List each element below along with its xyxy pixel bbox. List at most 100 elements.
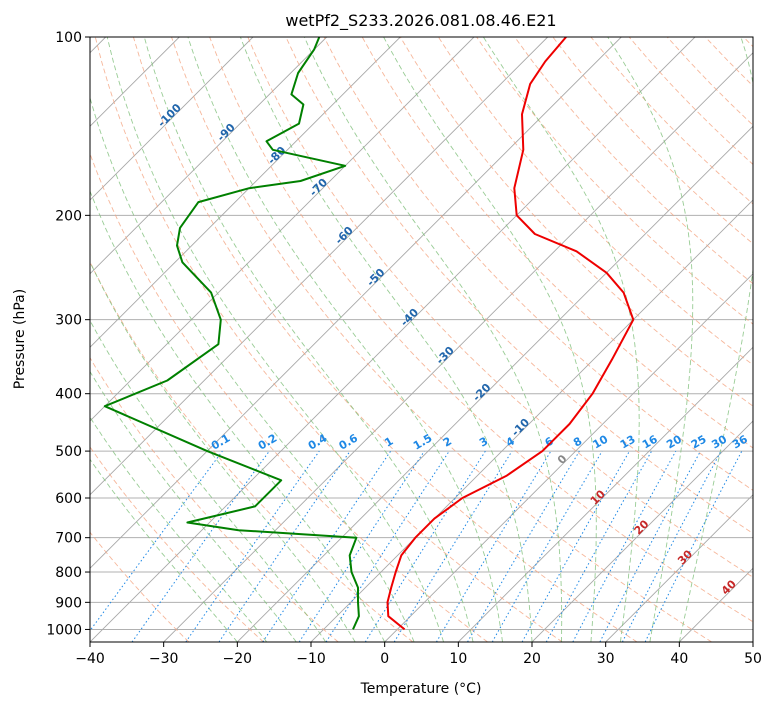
dry-adiabat-line — [90, 356, 339, 642]
mixing-ratio-line — [393, 450, 513, 642]
mixing-ratio-label: 6 — [543, 434, 556, 449]
plot-frame — [89, 36, 754, 643]
mixing-ratio-label: 13 — [618, 433, 638, 452]
data-series — [103, 37, 635, 631]
isotherm-line — [752, 641, 753, 642]
dry-adiabat-line — [476, 37, 753, 325]
moist-adiabat-line — [483, 37, 640, 642]
moist-adiabat-line — [239, 37, 533, 642]
mixing-ratio-line — [298, 450, 425, 642]
dry-adiabat-line — [90, 152, 488, 642]
mixing-ratio-line — [545, 450, 653, 642]
moist-adiabat-line — [678, 37, 753, 642]
dry-adiabat-line — [171, 37, 712, 642]
mixing-ratio-label: 16 — [640, 432, 660, 451]
dry-adiabat-line — [90, 261, 414, 642]
moist-adiabat-line — [90, 416, 268, 642]
chart-title: wetPf2_S233.2026.081.08.46.E21 — [285, 11, 556, 31]
y-tick-label: 900 — [55, 595, 82, 611]
y-tick-label: 100 — [55, 30, 82, 46]
moist-adiabat-line — [90, 458, 238, 642]
mixing-ratio-label: 30 — [709, 432, 729, 451]
x-tick-label: 20 — [523, 651, 541, 667]
isotherm-label: -100 — [155, 101, 184, 130]
y-axis: 100 200 300 400 500 600 700 800 900 1000 — [46, 30, 90, 638]
mixing-ratio-line — [185, 450, 320, 642]
x-axis-label: Temperature (°C) — [360, 681, 482, 697]
isotherm-label: -90 — [215, 121, 238, 144]
isotherm-label: -10 — [509, 416, 532, 439]
isotherm-line — [236, 125, 753, 642]
dewpoint-line — [103, 37, 360, 630]
moist-adiabat-line — [90, 260, 356, 642]
dry-adiabat-line — [552, 37, 753, 245]
mixing-ratio-label: 10 — [591, 432, 611, 451]
y-tick-label: 200 — [55, 208, 82, 224]
isotherm-line — [90, 37, 696, 642]
dry-adiabat-line — [704, 37, 753, 87]
isotherm-label: -30 — [434, 344, 457, 367]
moist-adiabat-line — [607, 37, 694, 642]
x-tick-label: 50 — [744, 651, 762, 667]
x-tick-label: 10 — [449, 651, 467, 667]
dry-adiabat-line — [209, 37, 753, 623]
mixing-ratio-line — [131, 450, 270, 642]
mixing-ratio-label: 25 — [689, 433, 709, 452]
y-tick-label: 800 — [55, 565, 82, 581]
line-labels: 0.1 0.2 0.4 0.6 1 1.5 2 3 4 6 8 10 13 16 20 25 30 36-100-… — [155, 101, 750, 598]
isotherm-label: 30 — [675, 547, 695, 567]
isotherm-line — [90, 37, 328, 275]
y-tick-label: 1000 — [46, 622, 82, 638]
mixing-ratio-line — [262, 450, 392, 642]
mixing-ratio-label: 0.4 — [306, 431, 330, 452]
y-tick-label: 300 — [55, 313, 82, 329]
moist-adiabat-line — [143, 37, 474, 642]
isotherm-line — [310, 199, 753, 642]
dry-adiabat-line — [247, 37, 753, 578]
isotherm-line — [384, 273, 753, 642]
dry-adiabat-line — [132, 37, 638, 642]
isotherm-line — [605, 494, 753, 642]
x-tick-label: 40 — [670, 651, 688, 667]
mixing-ratio-line — [218, 450, 351, 642]
isotherm-label: 40 — [719, 577, 739, 597]
dry-adiabat-line — [90, 446, 264, 642]
mixing-ratio-line — [325, 450, 450, 642]
x-tick-label: −10 — [296, 651, 326, 667]
moist-adiabat-line — [187, 37, 503, 642]
y-tick-label: 500 — [55, 444, 82, 460]
moist-adiabat-line — [90, 319, 327, 642]
mixing-ratio-line — [90, 450, 223, 632]
y-tick-label: 700 — [55, 531, 82, 547]
y-tick-label: 600 — [55, 491, 82, 507]
mixing-ratio-label: 3 — [477, 435, 490, 450]
isotherm-line — [531, 420, 753, 642]
x-tick-label: −40 — [75, 651, 105, 667]
y-tick-label: 400 — [55, 387, 82, 403]
temperature-line — [386, 37, 635, 631]
x-axis: −40 −30 −20 −10 0 10 20 30 40 50 — [75, 642, 762, 667]
x-tick-label: −20 — [223, 651, 253, 667]
isotherm-label: -60 — [333, 224, 356, 247]
isotherm-line — [678, 567, 753, 642]
isotherm-line — [90, 37, 254, 201]
background-lines — [90, 37, 753, 642]
dry-adiabat-line — [743, 37, 753, 48]
mixing-ratio-line — [467, 450, 580, 642]
dry-adiabat-line — [399, 37, 753, 407]
mixing-ratio-label: 36 — [730, 432, 750, 451]
x-tick-label: 0 — [380, 651, 389, 667]
dry-adiabat-line — [285, 37, 753, 535]
dry-adiabat-line — [438, 37, 753, 366]
isotherm-label: -80 — [265, 144, 288, 167]
moist-adiabat-line — [90, 190, 386, 642]
isotherm-line — [90, 37, 475, 422]
moist-adiabat-line — [106, 37, 445, 642]
x-tick-label: 30 — [597, 651, 615, 667]
mixing-ratio-label: 0.1 — [209, 432, 232, 453]
isotherm-label: -20 — [470, 381, 493, 404]
mixing-ratio-line — [521, 450, 630, 642]
isotherm-line — [457, 346, 753, 642]
mixing-ratio-line — [644, 450, 743, 642]
